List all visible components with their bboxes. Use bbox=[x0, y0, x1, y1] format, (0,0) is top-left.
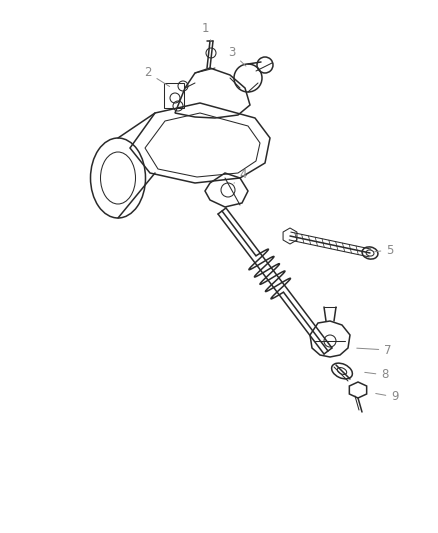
Text: 9: 9 bbox=[376, 391, 399, 403]
Text: 1: 1 bbox=[201, 21, 211, 41]
Text: 5: 5 bbox=[375, 244, 394, 256]
Text: 7: 7 bbox=[357, 343, 392, 357]
Text: 2: 2 bbox=[144, 67, 170, 86]
Text: 4: 4 bbox=[234, 168, 247, 183]
Text: 3: 3 bbox=[228, 46, 246, 66]
Text: 8: 8 bbox=[365, 368, 389, 382]
